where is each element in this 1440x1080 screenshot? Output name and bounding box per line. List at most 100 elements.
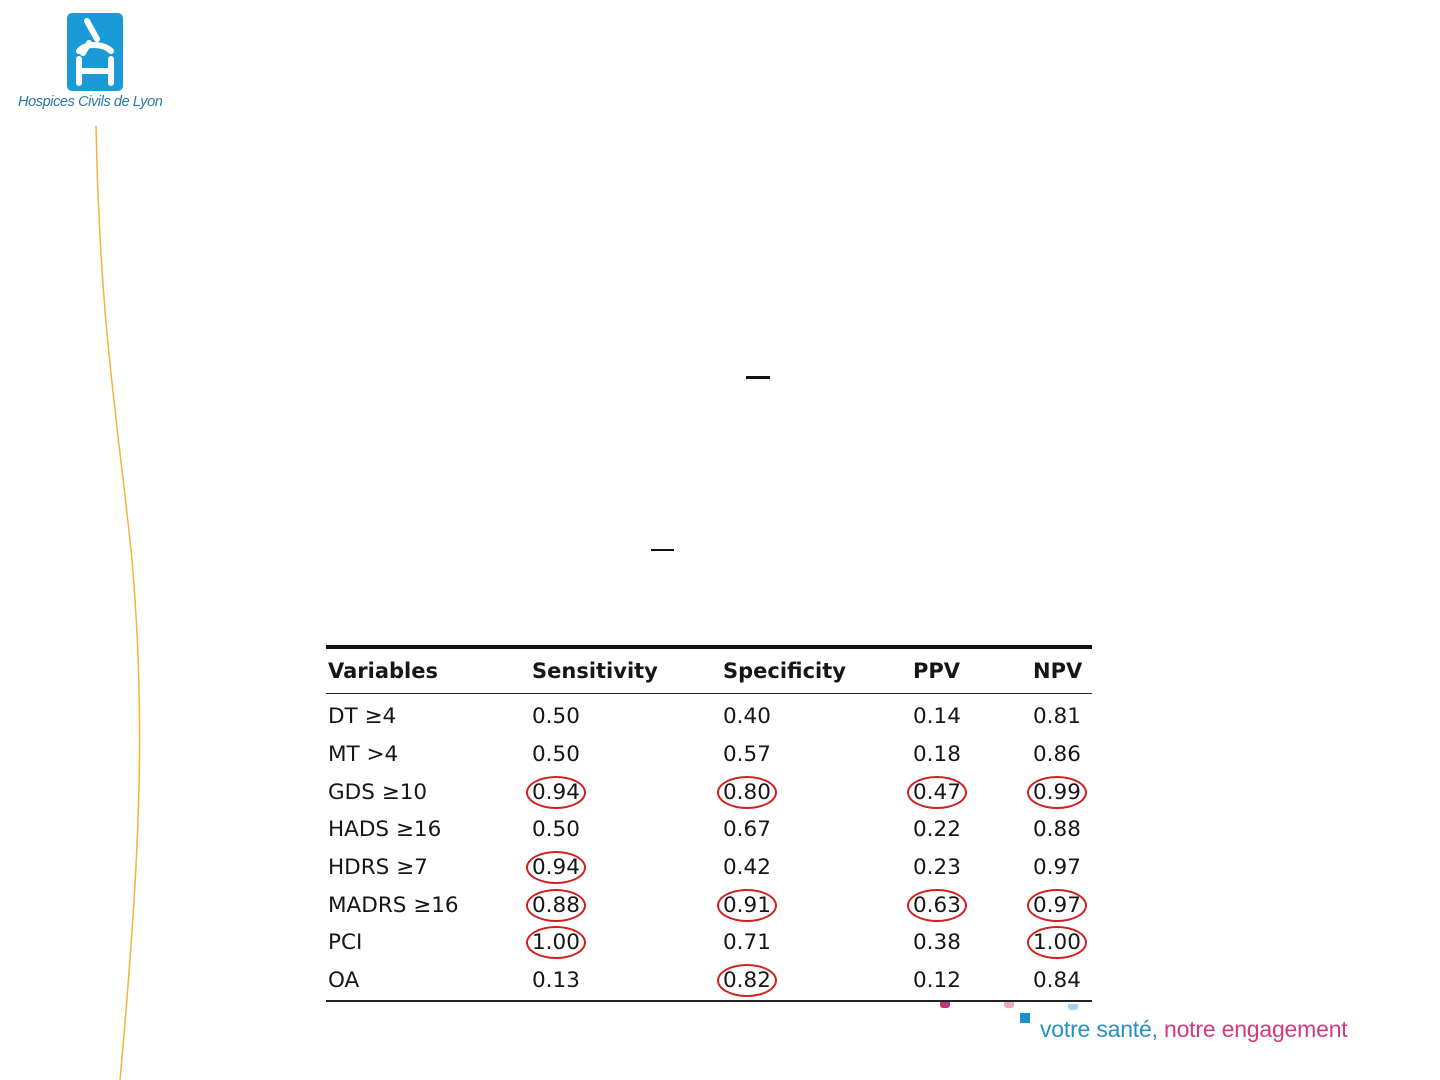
- value: 0.42: [723, 855, 771, 881]
- circled-value: 1.00: [1027, 926, 1087, 960]
- cell-value: 0.22: [911, 811, 1031, 849]
- dash-mark: [651, 549, 674, 551]
- value: 0.50: [532, 742, 580, 768]
- cell-variable: MADRS ≥16: [328, 892, 459, 918]
- brand-name: Hospices Civils de Lyon: [18, 94, 163, 110]
- tagline-part-1: votre santé,: [1040, 1016, 1158, 1042]
- hcl-logo-icon: [67, 13, 123, 91]
- cell-value: 0.12: [911, 962, 1031, 1001]
- header-sensitivity: Sensitivity: [532, 659, 658, 683]
- cell-value: 0.50: [530, 694, 721, 736]
- circled-value: 0.97: [1027, 888, 1087, 922]
- cell-value: 0.50: [530, 736, 721, 774]
- cell-value: 0.18: [911, 736, 1031, 774]
- value: 0.57: [723, 742, 771, 768]
- decorative-tab: [940, 1002, 950, 1008]
- table-row: OA 0.13 0.82 0.12 0.84: [326, 962, 1092, 1001]
- cell-value: 1.00: [1027, 924, 1092, 962]
- circled-value: 0.94: [526, 851, 586, 885]
- cell-value: 0.84: [1031, 962, 1092, 1001]
- cell-value: 0.14: [911, 694, 1031, 736]
- table-row: GDS ≥10 0.94 0.80 0.47 0.99: [326, 773, 1092, 811]
- cell-variable: DT ≥4: [328, 704, 397, 730]
- header-specificity: Specificity: [723, 659, 846, 683]
- header-ppv: PPV: [913, 659, 961, 683]
- cell-variable: PCI: [328, 930, 363, 956]
- value: 0.97: [1033, 855, 1081, 881]
- decorative-curve: [95, 125, 141, 1080]
- table-row: MADRS ≥16 0.88 0.91 0.63 0.97: [326, 886, 1092, 924]
- cell-value: 0.88: [526, 886, 721, 924]
- header-npv: NPV: [1033, 659, 1083, 683]
- cell-variable: HDRS ≥7: [328, 855, 428, 881]
- table-header-row: Variables Sensitivity Specificity PPV NP…: [326, 647, 1092, 694]
- value: 0.86: [1033, 742, 1081, 768]
- table-row: HDRS ≥7 0.94 0.42 0.23 0.97: [326, 849, 1092, 887]
- cell-value: 0.80: [717, 773, 911, 811]
- cell-value: 0.23: [911, 849, 1031, 887]
- decorative-tab: [1068, 1004, 1078, 1010]
- cell-value: 0.86: [1031, 736, 1092, 774]
- value: 0.67: [723, 817, 771, 843]
- table-row: MT >4 0.50 0.57 0.18 0.86: [326, 736, 1092, 774]
- value: 0.13: [532, 968, 580, 994]
- cell-value: 0.82: [717, 962, 911, 1001]
- tagline: votre santé, notre engagement: [1020, 1013, 1348, 1043]
- cell-value: 0.99: [1027, 773, 1092, 811]
- circled-value: 1.00: [526, 926, 586, 960]
- cell-variable: GDS ≥10: [328, 779, 428, 805]
- cell-value: 0.42: [721, 849, 911, 887]
- cell-value: 0.40: [721, 694, 911, 736]
- circled-value: 0.91: [717, 888, 777, 922]
- cell-variable: HADS ≥16: [328, 817, 442, 843]
- value: 0.14: [913, 704, 961, 730]
- cell-value: 0.57: [721, 736, 911, 774]
- dash-mark: [746, 376, 770, 379]
- value: 0.38: [913, 930, 961, 956]
- circled-value: 0.47: [907, 775, 967, 809]
- value: 0.18: [913, 742, 961, 768]
- cell-value: 0.81: [1031, 694, 1092, 736]
- circled-value: 0.80: [717, 775, 777, 809]
- value: 0.81: [1033, 704, 1081, 730]
- value: 0.88: [1033, 817, 1081, 843]
- cell-value: 0.97: [1027, 886, 1092, 924]
- value: 0.23: [913, 855, 961, 881]
- circled-value: 0.94: [526, 775, 586, 809]
- value: 0.84: [1033, 968, 1081, 994]
- cell-value: 1.00: [526, 924, 721, 962]
- hcl-logo: Hospices Civils de Lyon: [14, 10, 184, 120]
- circled-value: 0.63: [907, 888, 967, 922]
- value: 0.12: [913, 968, 961, 994]
- table-row: HADS ≥16 0.50 0.67 0.22 0.88: [326, 811, 1092, 849]
- tagline-part-2: notre engagement: [1163, 1016, 1348, 1042]
- cell-value: 0.63: [907, 886, 1031, 924]
- cell-value: 0.94: [526, 773, 721, 811]
- value: 0.71: [723, 930, 771, 956]
- decorative-tab: [1004, 1002, 1014, 1008]
- cell-value: 0.67: [721, 811, 911, 849]
- results-table: Variables Sensitivity Specificity PPV NP…: [326, 645, 1092, 1002]
- header-variables: Variables: [328, 659, 438, 683]
- table-row: PCI 1.00 0.71 0.38 1.00: [326, 924, 1092, 962]
- circled-value: 0.88: [526, 888, 586, 922]
- bullet-square-icon: [1020, 1013, 1030, 1023]
- cell-value: 0.50: [530, 811, 721, 849]
- table-row: DT ≥4 0.50 0.40 0.14 0.81: [326, 694, 1092, 736]
- cell-value: 0.91: [717, 886, 911, 924]
- cell-value: 0.71: [721, 924, 911, 962]
- circled-value: 0.99: [1027, 775, 1087, 809]
- circled-value: 0.82: [717, 964, 777, 998]
- cell-value: 0.13: [530, 962, 721, 1001]
- cell-variable: OA: [328, 968, 360, 994]
- cell-value: 0.47: [907, 773, 1031, 811]
- value: 0.50: [532, 817, 580, 843]
- cell-value: 0.88: [1031, 811, 1092, 849]
- value: 0.50: [532, 704, 580, 730]
- value: 0.22: [913, 817, 961, 843]
- cell-value: 0.38: [911, 924, 1031, 962]
- results-table-container: Variables Sensitivity Specificity PPV NP…: [326, 645, 1092, 1002]
- cell-value: 0.97: [1031, 849, 1092, 887]
- cell-variable: MT >4: [328, 742, 399, 768]
- value: 0.40: [723, 704, 771, 730]
